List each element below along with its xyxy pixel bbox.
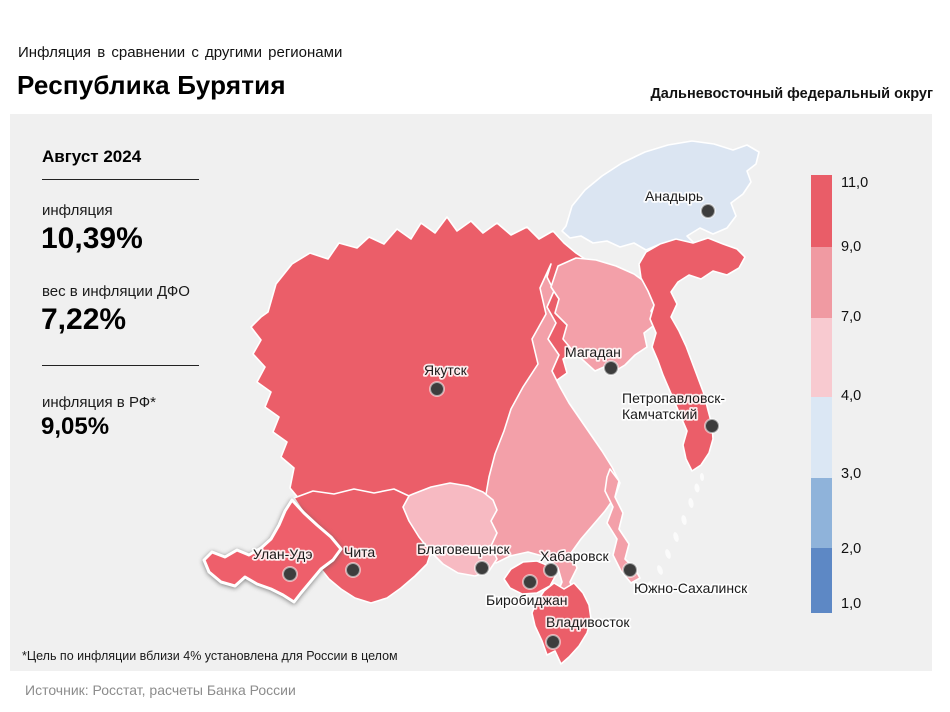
district-name: Дальневосточный федеральный округ xyxy=(650,86,933,102)
legend-tick-9: 9,0 xyxy=(841,239,861,255)
legend-segment-9-11 xyxy=(811,175,832,247)
city-label-magadan: Магадан xyxy=(565,344,621,360)
page-title: Республика Бурятия xyxy=(17,70,286,100)
city-label-vladivostok: Владивосток xyxy=(546,614,630,630)
legend-tick-3: 3,0 xyxy=(841,466,861,482)
legend-tick-7: 7,0 xyxy=(841,309,861,325)
period-label: Август 2024 xyxy=(42,147,142,166)
legend-segment-2-3 xyxy=(811,478,832,548)
city-label-anadyr: Анадырь xyxy=(645,188,703,204)
city-dot-magadan xyxy=(603,360,619,376)
kuril-island xyxy=(665,549,671,559)
city-dot-birobidzhan xyxy=(522,574,538,590)
city-label-ulan-ude: Улан-Удэ xyxy=(253,546,313,562)
city-label-blagoveshchensk: Благовещенск xyxy=(417,541,511,557)
divider xyxy=(42,179,199,180)
inflation-label: инфляция xyxy=(42,202,113,219)
city-label-petropavlovsk-line1: Петропавловск- xyxy=(622,390,725,406)
legend-segment-3-4 xyxy=(811,397,832,478)
divider xyxy=(42,365,199,366)
city-dot-blagoveshchensk xyxy=(474,560,490,576)
page-subtitle: Инфляция в сравнении с другими регионами xyxy=(18,44,343,61)
region-sakhalin[interactable] xyxy=(604,468,641,584)
dfo-weight-label: вес в инфляции ДФО xyxy=(42,283,190,300)
dfo-weight-value: 7,22% xyxy=(41,303,127,336)
city-label-yakutsk: Якутск xyxy=(424,362,468,378)
city-dot-anadyr xyxy=(700,203,716,219)
region-buryatia-highlighted[interactable] xyxy=(202,498,343,604)
city-dot-chita xyxy=(345,562,361,578)
legend-segment-1-2 xyxy=(811,548,832,613)
footnote: *Цель по инфляции вблизи 4% установлена … xyxy=(22,649,398,663)
region-magadan[interactable] xyxy=(550,257,660,372)
legend-tick-1: 1,0 xyxy=(841,596,861,612)
city-label-yuzhno-sakhalinsk: Южно-Сахалинск xyxy=(634,580,748,596)
legend-tick-2: 2,0 xyxy=(841,541,861,557)
city-label-chita: Чита xyxy=(344,544,375,560)
kuril-island xyxy=(657,565,663,575)
city-dot-khabarovsk xyxy=(543,562,559,578)
inflation-value: 10,39% xyxy=(41,222,143,255)
city-dot-vladivostok xyxy=(545,634,561,650)
kuril-island xyxy=(688,498,694,508)
city-dot-ulan-ude xyxy=(282,566,298,582)
city-label-petropavlovsk-line2: Камчатский xyxy=(622,406,697,422)
region-chukotka[interactable] xyxy=(561,140,760,263)
rf-inflation-value: 9,05% xyxy=(41,413,110,440)
legend-segment-4-7 xyxy=(811,318,832,397)
city-dot-yakutsk xyxy=(429,381,445,397)
kuril-islands xyxy=(647,473,705,591)
region-kamchatka[interactable] xyxy=(638,237,746,472)
legend-tick-11: 11,0 xyxy=(841,175,868,191)
city-label-birobidzhan: Биробиджан xyxy=(486,592,567,608)
kuril-island xyxy=(694,483,700,493)
legend-color-scale: 11,0 9,0 7,0 4,0 3,0 2,0 1,0 xyxy=(811,175,868,613)
city-label-khabarovsk: Хабаровск xyxy=(540,548,609,564)
rf-inflation-label: инфляция в РФ* xyxy=(42,394,157,411)
legend-segment-7-9 xyxy=(811,247,832,318)
legend-tick-4: 4,0 xyxy=(841,388,861,404)
kuril-island xyxy=(699,473,705,481)
kuril-island xyxy=(681,515,687,525)
source-note: Источник: Росстат, расчеты Банка России xyxy=(25,682,296,698)
kuril-island xyxy=(647,581,655,591)
city-dot-petropavlovsk xyxy=(704,418,720,434)
city-dot-yuzhno-sakhalinsk xyxy=(622,562,638,578)
kuril-island xyxy=(673,532,679,542)
